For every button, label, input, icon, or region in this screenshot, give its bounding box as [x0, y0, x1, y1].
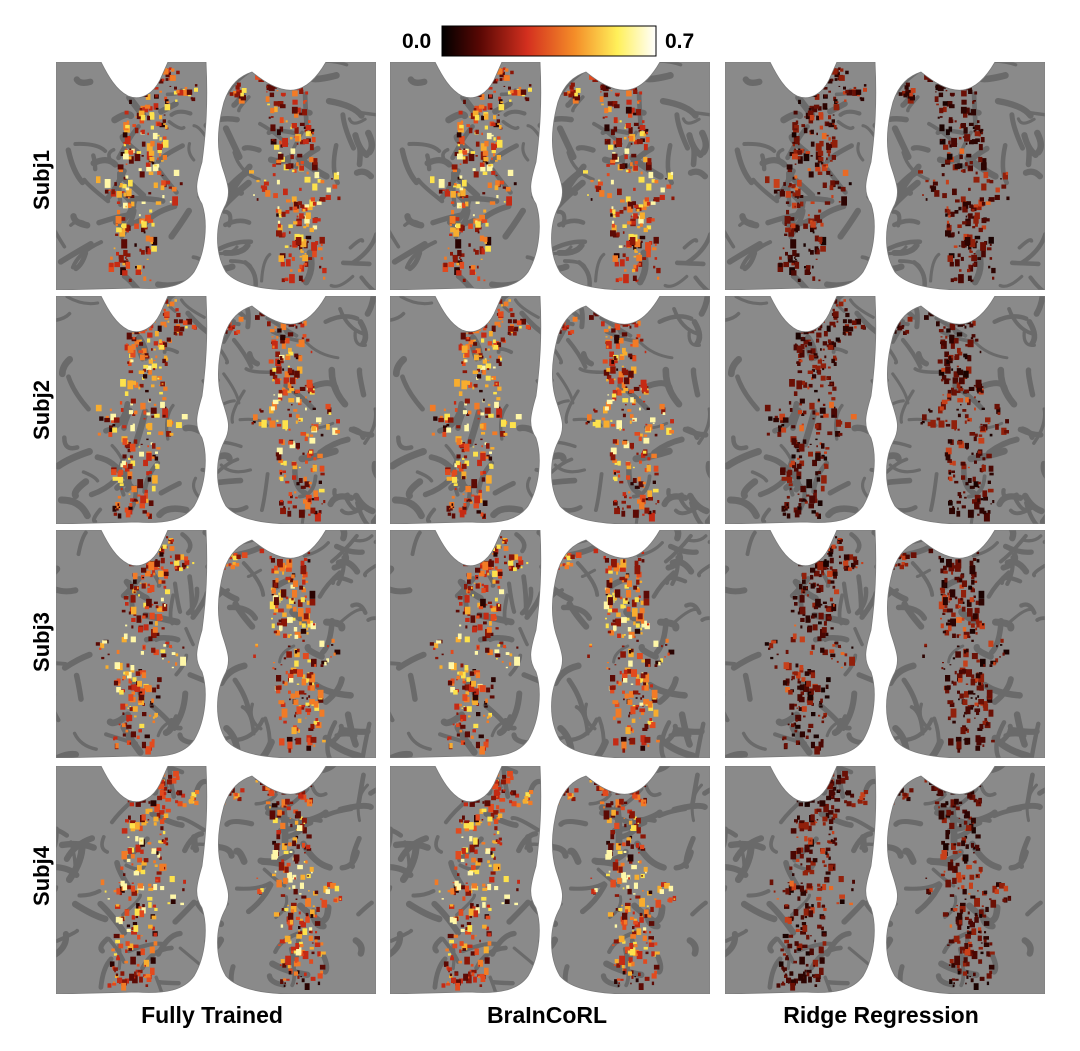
brain-map-subj3-fully-trained — [56, 530, 376, 758]
col-label-ridge-regression: Ridge Regression — [783, 1002, 979, 1028]
brain-map-subj1-ridge-regression — [725, 62, 1045, 290]
brain-map-subj3-braincorl — [390, 530, 710, 758]
colorbar-max-label: 0.7 — [665, 30, 695, 53]
col-label-braincorl: BraInCoRL — [486, 1002, 608, 1028]
brain-map-subj1-braincorl — [390, 62, 710, 290]
colorbar — [441, 25, 657, 57]
brain-map-subj4-braincorl — [390, 766, 710, 994]
brain-map-subj4-fully-trained — [56, 766, 376, 994]
brain-map-subj2-braincorl — [390, 296, 710, 524]
brain-map-subj1-fully-trained — [56, 62, 376, 290]
brain-map-subj2-ridge-regression — [725, 296, 1045, 524]
brain-map-subj4-ridge-regression — [725, 766, 1045, 994]
col-label-fully-trained: Fully Trained — [141, 1002, 283, 1028]
brain-map-subj2-fully-trained — [56, 296, 376, 524]
colorbar-gradient — [441, 25, 657, 57]
brain-map-subj3-ridge-regression — [725, 530, 1045, 758]
colorbar-min-label: 0.0 — [402, 30, 432, 53]
